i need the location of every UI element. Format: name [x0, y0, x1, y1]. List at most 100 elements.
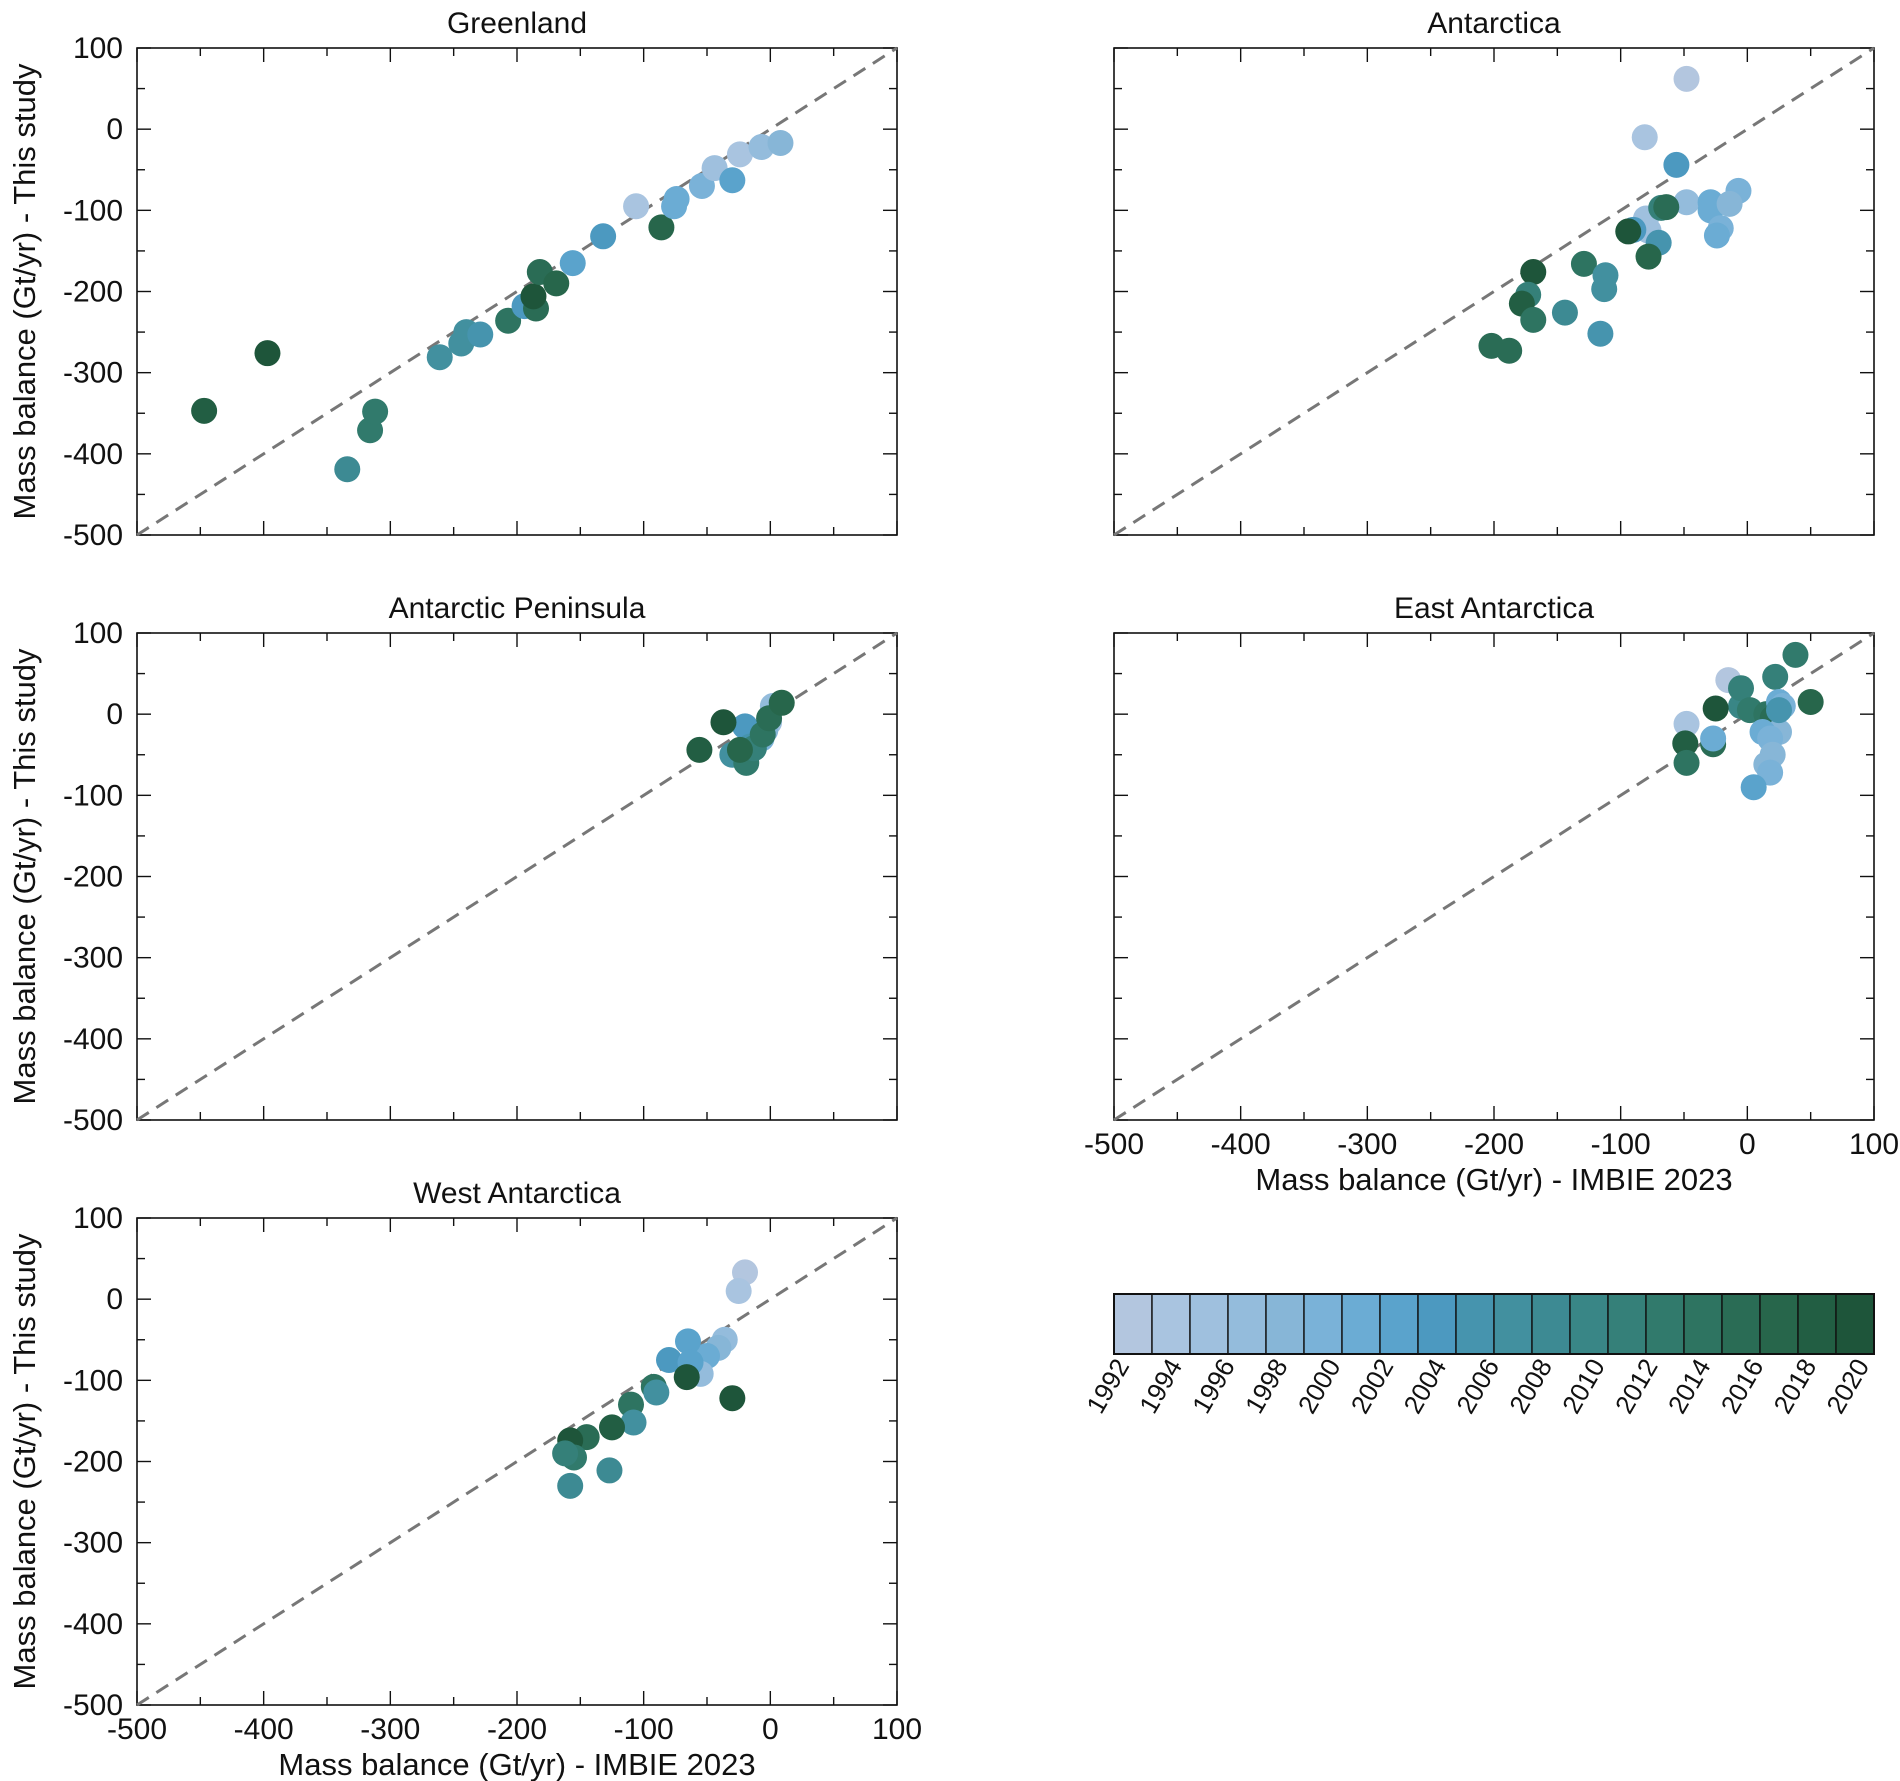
colorbar-year-label: 2002 — [1345, 1353, 1400, 1418]
data-point — [599, 1414, 625, 1441]
data-point — [1663, 151, 1690, 178]
y-tick-label: 0 — [106, 698, 123, 731]
x-tick-label: -400 — [234, 1713, 294, 1746]
data-point — [191, 397, 218, 424]
data-point — [710, 709, 737, 736]
y-tick-label: 100 — [73, 1202, 123, 1235]
data-point — [559, 250, 586, 277]
y-tick-label: -500 — [63, 1104, 123, 1137]
x-tick-label: 100 — [1849, 1128, 1899, 1161]
scatter-panel: East Antarctica -500 -400 -300 -200 -100 0 100 M… — [1084, 592, 1899, 1197]
reference-line — [136, 46, 898, 537]
scatter-panel: Antarctic Peninsula 100 0 -100 -200 -300 -400 -… — [7, 592, 898, 1137]
data-point — [767, 129, 794, 156]
data-point — [1703, 222, 1730, 249]
y-tick-label: -300 — [63, 1527, 123, 1560]
colorbar-swatch — [1151, 1293, 1191, 1355]
panel-title: East Antarctica — [1394, 592, 1594, 625]
data-point — [1673, 749, 1700, 776]
data-point — [675, 1328, 701, 1355]
colorbar-year-label: 2000 — [1292, 1353, 1347, 1418]
y-tick-label: -100 — [63, 1364, 123, 1397]
colorbar-year-label: 2006 — [1450, 1353, 1505, 1418]
x-tick-label: -400 — [1211, 1128, 1271, 1161]
reference-line — [1113, 631, 1875, 1122]
panel-title: Antarctica — [1427, 7, 1561, 40]
data-point — [1762, 663, 1789, 690]
data-point — [1766, 697, 1792, 724]
data-point — [590, 223, 617, 250]
colorbar-year-label: 1996 — [1186, 1353, 1241, 1418]
data-point — [1570, 250, 1597, 277]
data-point — [620, 1409, 647, 1436]
data-point — [1551, 299, 1578, 326]
data-point — [596, 1457, 623, 1484]
x-axis-label: Mass balance (Gt/yr) - IMBIE 2023 — [278, 1747, 755, 1781]
colorbar-year-label: 2012 — [1609, 1353, 1664, 1418]
data-point — [1615, 218, 1642, 245]
data-point — [726, 736, 753, 763]
y-tick-label: 100 — [73, 32, 123, 65]
colorbar-swatch — [1379, 1293, 1419, 1355]
colorbar-year-label: 2014 — [1662, 1353, 1717, 1418]
data-point — [673, 1364, 700, 1391]
y-tick-label: -400 — [63, 438, 123, 471]
data-point — [362, 398, 389, 425]
colorbar-swatch — [1455, 1293, 1495, 1355]
data-point — [1591, 276, 1618, 303]
data-point — [768, 689, 795, 716]
colorbar-year-label: 1998 — [1239, 1353, 1294, 1418]
data-point — [1673, 65, 1700, 92]
data-point — [719, 167, 746, 194]
colorbar-swatch — [1759, 1293, 1799, 1355]
data-point — [1782, 641, 1809, 668]
data-point — [719, 1385, 746, 1412]
colorbar-swatch — [1531, 1293, 1571, 1355]
data-point — [1673, 189, 1700, 216]
data-point — [1635, 243, 1662, 270]
colorbar-swatch — [1835, 1293, 1875, 1355]
x-tick-label: -100 — [614, 1713, 674, 1746]
y-tick-label: -200 — [63, 861, 123, 894]
colorbar-year-label: 2008 — [1503, 1353, 1558, 1418]
data-point — [254, 340, 281, 367]
colorbar-year-label: 1994 — [1133, 1353, 1188, 1418]
colorbar-year-label: 1992 — [1080, 1353, 1135, 1418]
colorbar-swatch — [1189, 1293, 1229, 1355]
colorbar-swatch — [1569, 1293, 1609, 1355]
data-point — [663, 185, 690, 212]
colorbar-frame — [1113, 1293, 1875, 1355]
reference-line — [136, 1216, 898, 1707]
data-point — [648, 214, 675, 241]
y-axis-label: Mass balance (Gt/yr) - This study — [7, 63, 42, 519]
data-point — [1702, 695, 1729, 722]
colorbar: 1992199419961998200020022004200620082010… — [1080, 1293, 1875, 1419]
x-tick-label: -500 — [107, 1713, 167, 1746]
scatter-panel: Greenland 100 0 -100 -200 -300 -400 -500 Mass ba… — [7, 7, 898, 552]
y-tick-label: -400 — [63, 1023, 123, 1056]
data-point — [1700, 725, 1727, 752]
panel-title: West Antarctica — [413, 1177, 621, 1210]
y-tick-label: 0 — [106, 1283, 123, 1316]
colorbar-swatch — [1607, 1293, 1647, 1355]
data-point — [467, 321, 494, 348]
colorbar-swatch — [1303, 1293, 1343, 1355]
colorbar-year-label: 2010 — [1556, 1353, 1611, 1418]
colorbar-year-label: 2018 — [1767, 1353, 1822, 1418]
data-point — [726, 141, 753, 168]
y-tick-label: -200 — [63, 1446, 123, 1479]
data-point — [520, 283, 547, 310]
data-point — [1631, 124, 1658, 151]
data-point — [1653, 194, 1680, 221]
x-tick-label: 100 — [872, 1713, 922, 1746]
colorbar-swatch — [1227, 1293, 1267, 1355]
x-axis-label: Mass balance (Gt/yr) - IMBIE 2023 — [1255, 1162, 1732, 1197]
x-tick-label: -200 — [1464, 1128, 1524, 1161]
y-tick-label: -200 — [63, 276, 123, 309]
colorbar-swatch — [1417, 1293, 1457, 1355]
data-point — [1520, 306, 1547, 333]
data-point — [1587, 320, 1614, 347]
data-point — [552, 1440, 579, 1467]
data-point — [1520, 259, 1547, 286]
data-point — [426, 344, 453, 371]
